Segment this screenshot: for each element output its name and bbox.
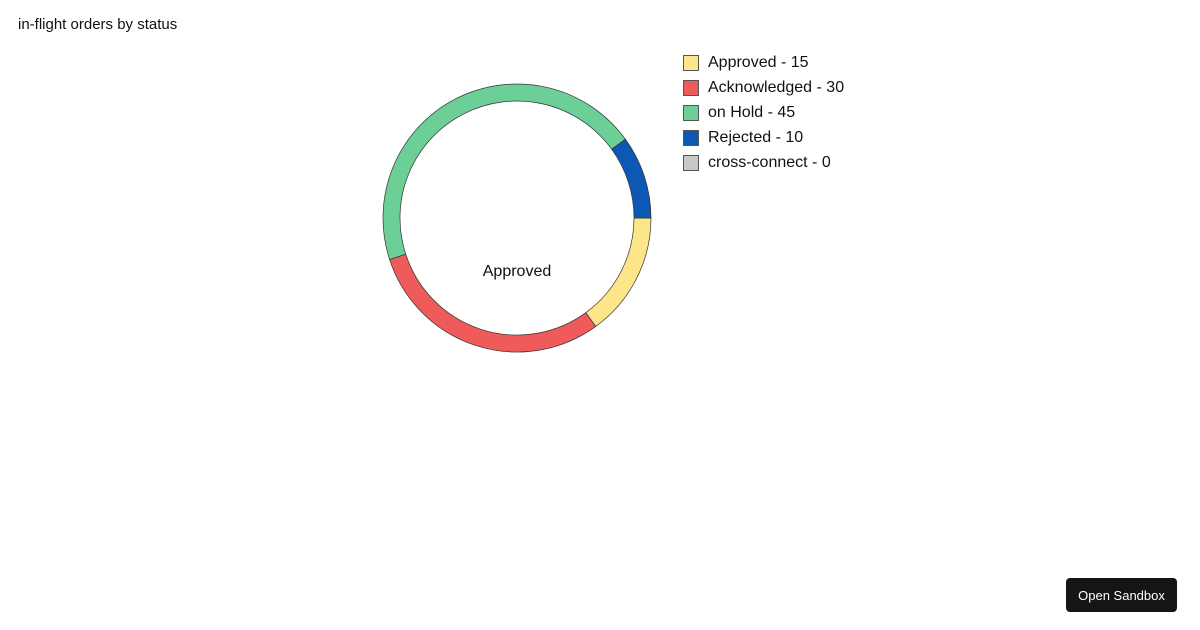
legend-label: Acknowledged - 30 bbox=[708, 78, 845, 96]
legend-item-rejected[interactable]: Rejected - 10 bbox=[683, 125, 844, 150]
legend-label: cross-connect - 0 bbox=[708, 153, 831, 171]
slice-on-hold[interactable] bbox=[382, 83, 626, 260]
legend-item-approved[interactable]: Approved - 15 bbox=[683, 50, 844, 75]
legend-item-on-hold[interactable]: on Hold - 45 bbox=[683, 100, 844, 125]
legend-swatch bbox=[683, 154, 699, 171]
legend-swatch bbox=[683, 104, 699, 121]
legend-swatch bbox=[683, 129, 699, 146]
legend-swatch bbox=[683, 79, 699, 96]
legend-swatch bbox=[683, 54, 699, 71]
open-sandbox-button[interactable]: Open Sandbox bbox=[1066, 578, 1177, 612]
legend-label: on Hold - 45 bbox=[708, 103, 796, 121]
legend-label: Approved - 15 bbox=[708, 53, 809, 71]
slice-approved[interactable] bbox=[585, 217, 652, 327]
center-label: Approved bbox=[483, 263, 552, 280]
legend-label: Rejected - 10 bbox=[708, 128, 804, 146]
legend: Approved - 15 Acknowledged - 30 on Hold … bbox=[683, 50, 844, 175]
chart-title: in-flight orders by status bbox=[18, 16, 178, 33]
legend-item-acknowledged[interactable]: Acknowledged - 30 bbox=[683, 75, 844, 100]
legend-item-cross-connect[interactable]: cross-connect - 0 bbox=[683, 150, 844, 175]
slice-rejected[interactable] bbox=[611, 138, 652, 219]
